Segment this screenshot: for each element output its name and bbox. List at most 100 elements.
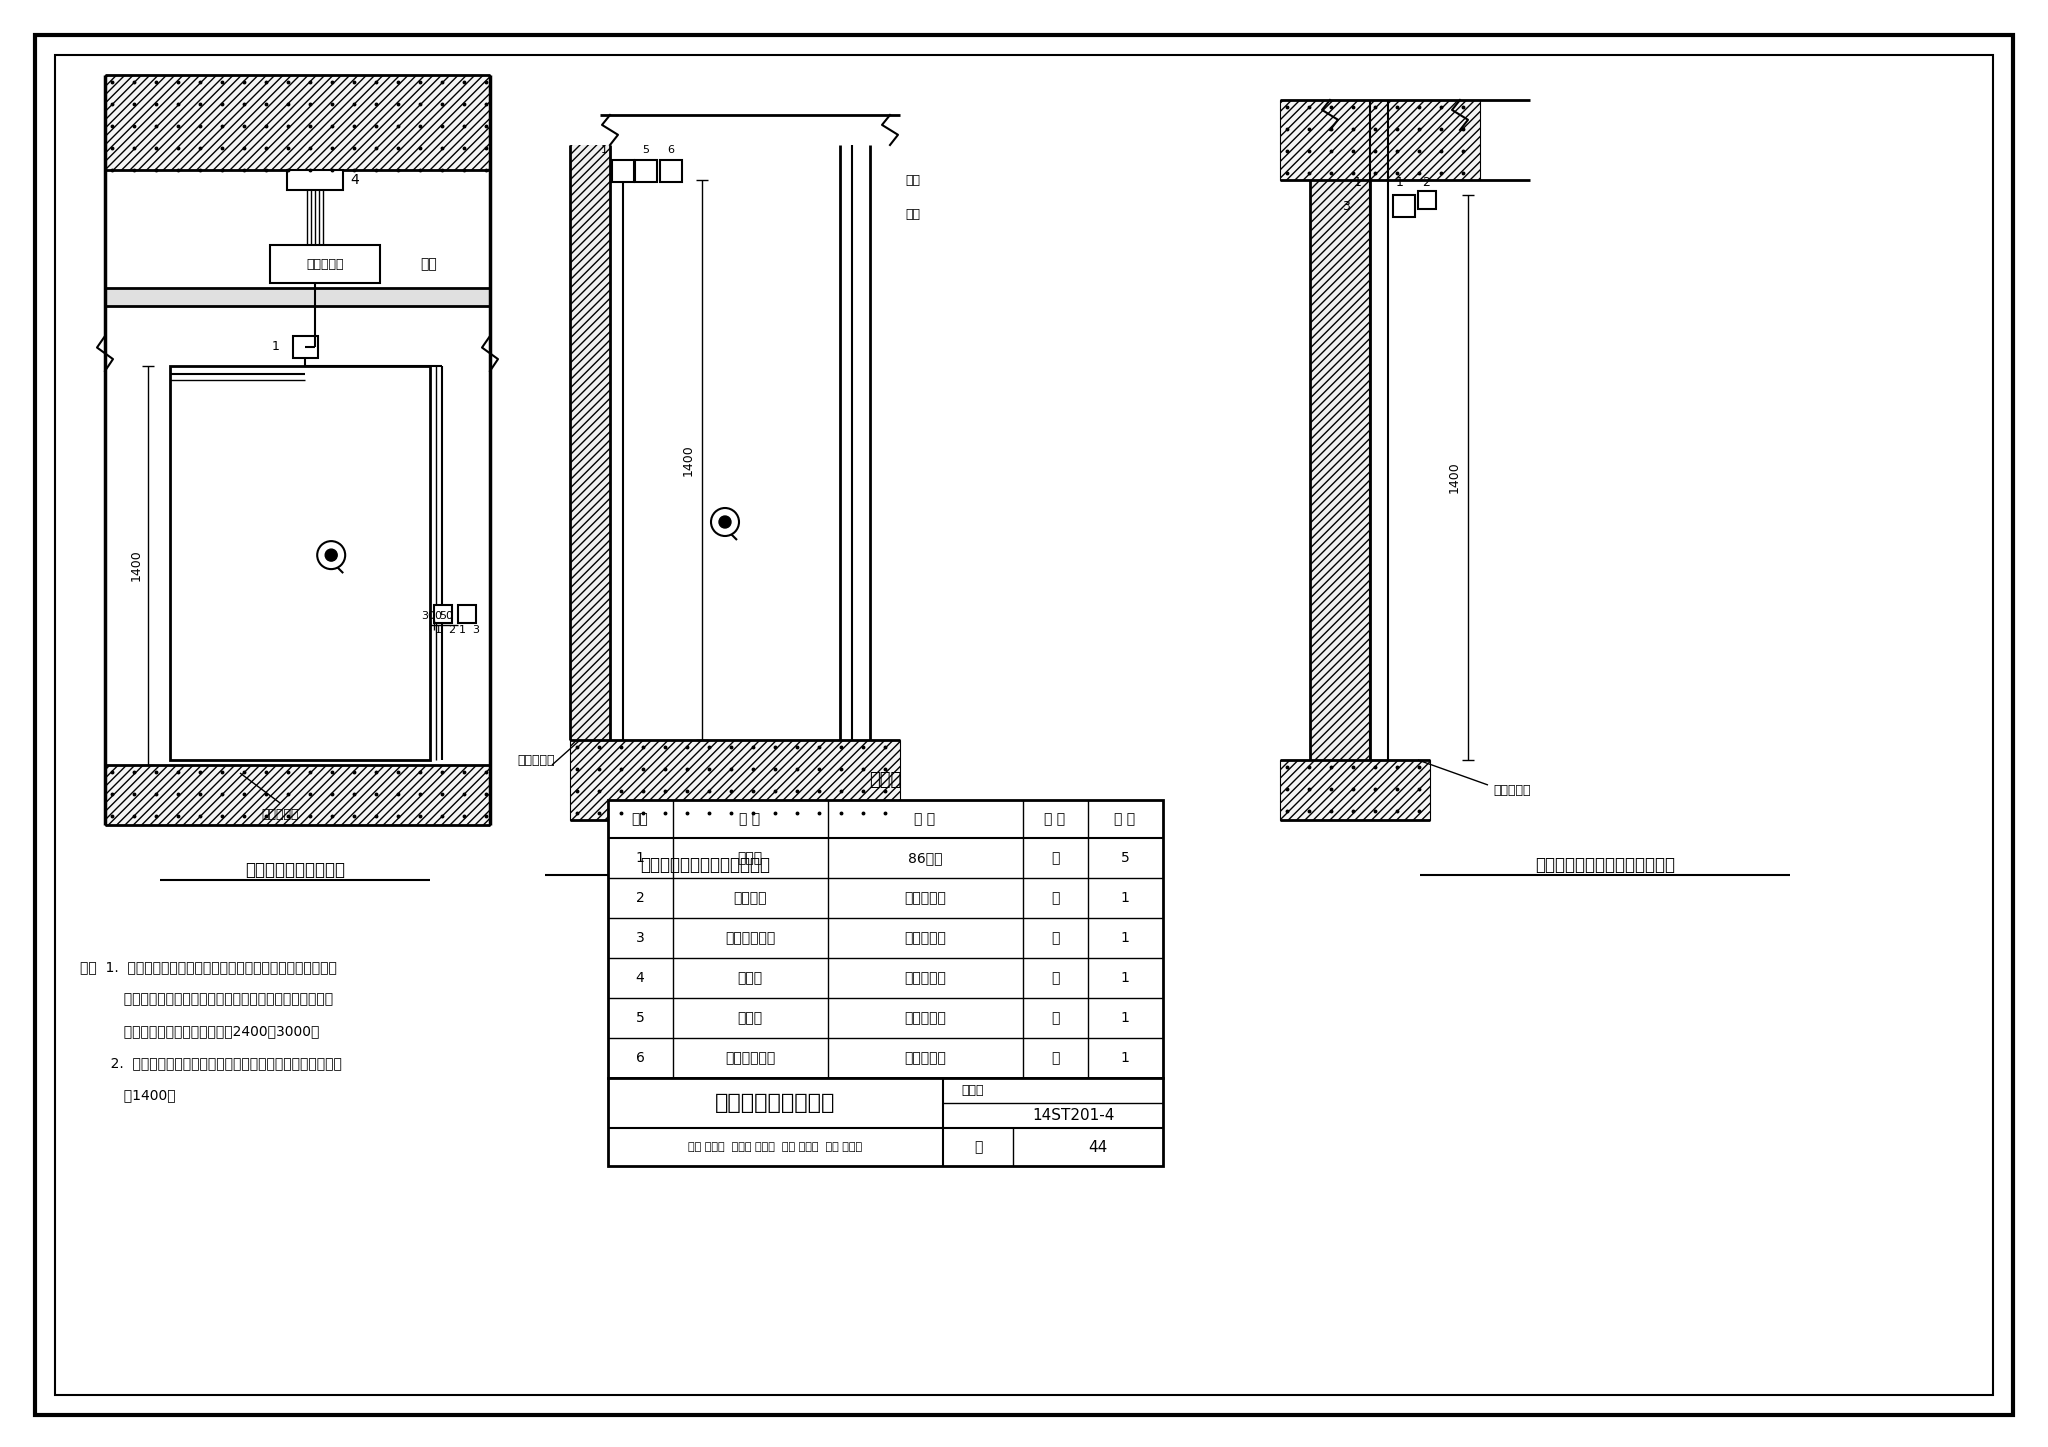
Text: 2.  读卡器、出门按钮、紧急玻破按钮安装高度底边距装修地: 2. 读卡器、出门按钮、紧急玻破按钮安装高度底边距装修地 [80,1056,342,1069]
Bar [840,145,870,739]
Bar [104,75,489,169]
Text: 装修完成面: 装修完成面 [1493,783,1530,796]
Text: 1: 1 [459,625,465,635]
Text: 开门按钮、紧急玻破开关安装图: 开门按钮、紧急玻破开关安装图 [1536,857,1675,874]
Text: 单 位: 单 位 [1044,812,1065,826]
Text: 就地控制箱: 就地控制箱 [307,258,344,271]
Text: 个: 个 [1051,1051,1059,1065]
Bar [104,765,489,825]
Text: 装修完成面: 装修完成面 [262,809,299,822]
Text: 1400: 1400 [682,444,694,476]
Text: 注：  1.  就地控制箱在设备区走廊吊顶上方，设备管理用房内门体: 注： 1. 就地控制箱在设备区走廊吊顶上方，设备管理用房内门体 [80,959,336,974]
Text: 3: 3 [1341,200,1350,213]
Bar [287,169,342,190]
Bar [1393,195,1415,217]
Text: 接线盒: 接线盒 [737,851,762,865]
Text: 4: 4 [635,971,645,985]
Text: 读卡器、密码键盘按钮安装图: 读卡器、密码键盘按钮安装图 [639,857,770,874]
Text: 图集号: 图集号 [963,1084,985,1097]
Circle shape [719,517,731,528]
Bar [612,161,635,182]
Bar [1280,760,1430,820]
Text: 紧急玻破开关: 紧急玻破开关 [725,930,774,945]
Text: 分线盒: 分线盒 [737,971,762,985]
Bar [104,288,489,305]
Bar [293,336,317,357]
Text: 5: 5 [635,1011,645,1024]
Bar [1280,100,1481,179]
Text: 见设计选型: 见设计选型 [903,1011,946,1024]
Bar [459,605,475,624]
Bar [569,145,610,739]
Circle shape [326,548,338,561]
Text: 1: 1 [1354,177,1362,190]
Text: 数 量: 数 量 [1114,812,1135,826]
Text: 2: 2 [635,891,645,904]
Text: 读卡器: 读卡器 [737,1011,762,1024]
Text: 个: 个 [1051,891,1059,904]
Text: 1: 1 [1120,1011,1128,1024]
Text: 见设计选型: 见设计选型 [903,1051,946,1065]
Text: 密码键盘按钮: 密码键盘按钮 [725,1051,774,1065]
Text: 1400: 1400 [129,548,143,580]
Text: 开门按钮: 开门按钮 [733,891,766,904]
Text: 见设计选型: 见设计选型 [903,971,946,985]
Text: 1: 1 [272,340,281,353]
Text: 14ST201-4: 14ST201-4 [1032,1107,1114,1123]
Text: 2: 2 [1421,177,1430,190]
Text: 个: 个 [1051,1011,1059,1024]
Text: 44: 44 [1087,1139,1108,1155]
Text: 材料表: 材料表 [868,771,901,789]
Text: 2: 2 [449,625,455,635]
Bar [659,161,682,182]
Text: 审核 舒移民  初稿人 初稿人  校对 赵红艳  设计 李俊青: 审核 舒移民 初稿人 初稿人 校对 赵红艳 设计 李俊青 [688,1142,862,1152]
Bar [1417,191,1436,208]
Text: 5: 5 [643,145,649,155]
Text: 3: 3 [635,930,645,945]
Bar [270,245,381,284]
Text: 个: 个 [1051,930,1059,945]
Text: 1: 1 [600,145,608,155]
Bar [569,739,899,820]
Text: 86系列: 86系列 [907,851,942,865]
Text: 门廊: 门廊 [905,208,920,221]
Text: 1: 1 [635,851,645,865]
Text: 4: 4 [350,174,358,187]
Text: 1: 1 [1397,177,1405,190]
Text: 规 格: 规 格 [915,812,936,826]
Text: 1400: 1400 [1448,462,1460,493]
Text: 6: 6 [668,145,674,155]
Text: 吊顶: 吊顶 [420,258,436,271]
Text: 序号: 序号 [631,812,649,826]
Text: 300: 300 [422,611,442,621]
Text: 1: 1 [434,625,442,635]
Text: 个: 个 [1051,851,1059,865]
Bar [170,366,430,760]
Text: 门框: 门框 [905,174,920,187]
Bar [434,605,453,624]
Text: 个: 个 [1051,971,1059,985]
Text: 房间安装高度底边距装修地面2400～3000。: 房间安装高度底边距装修地面2400～3000。 [80,1024,319,1037]
Text: 1: 1 [1120,891,1128,904]
Text: 1: 1 [1120,930,1128,945]
Bar [1311,179,1370,760]
Circle shape [711,508,739,535]
Text: 3: 3 [473,625,479,635]
Text: 门禁系统单门安装图: 门禁系统单门安装图 [715,1092,836,1113]
Circle shape [317,541,346,569]
Text: 1: 1 [1120,1051,1128,1065]
Text: 单门（房间内）安装图: 单门（房间内）安装图 [246,861,344,878]
Text: 见设计选型: 见设计选型 [903,930,946,945]
Text: 名 称: 名 称 [739,812,760,826]
Text: 上方靠墙明装（有吊顶的房间在吊顶内明装），无吊顶的: 上方靠墙明装（有吊顶的房间在吊顶内明装），无吊顶的 [80,993,334,1006]
Text: 面1400。: 面1400。 [80,1088,176,1103]
Text: 5: 5 [1120,851,1128,865]
Text: 50: 50 [438,611,453,621]
Text: 页: 页 [973,1140,983,1155]
Text: 装修完成面: 装修完成面 [518,754,555,767]
Text: 1: 1 [1120,971,1128,985]
Text: 6: 6 [635,1051,645,1065]
Bar [608,800,1163,1078]
Bar [608,1078,1163,1166]
Text: 见设计选型: 见设计选型 [903,891,946,904]
